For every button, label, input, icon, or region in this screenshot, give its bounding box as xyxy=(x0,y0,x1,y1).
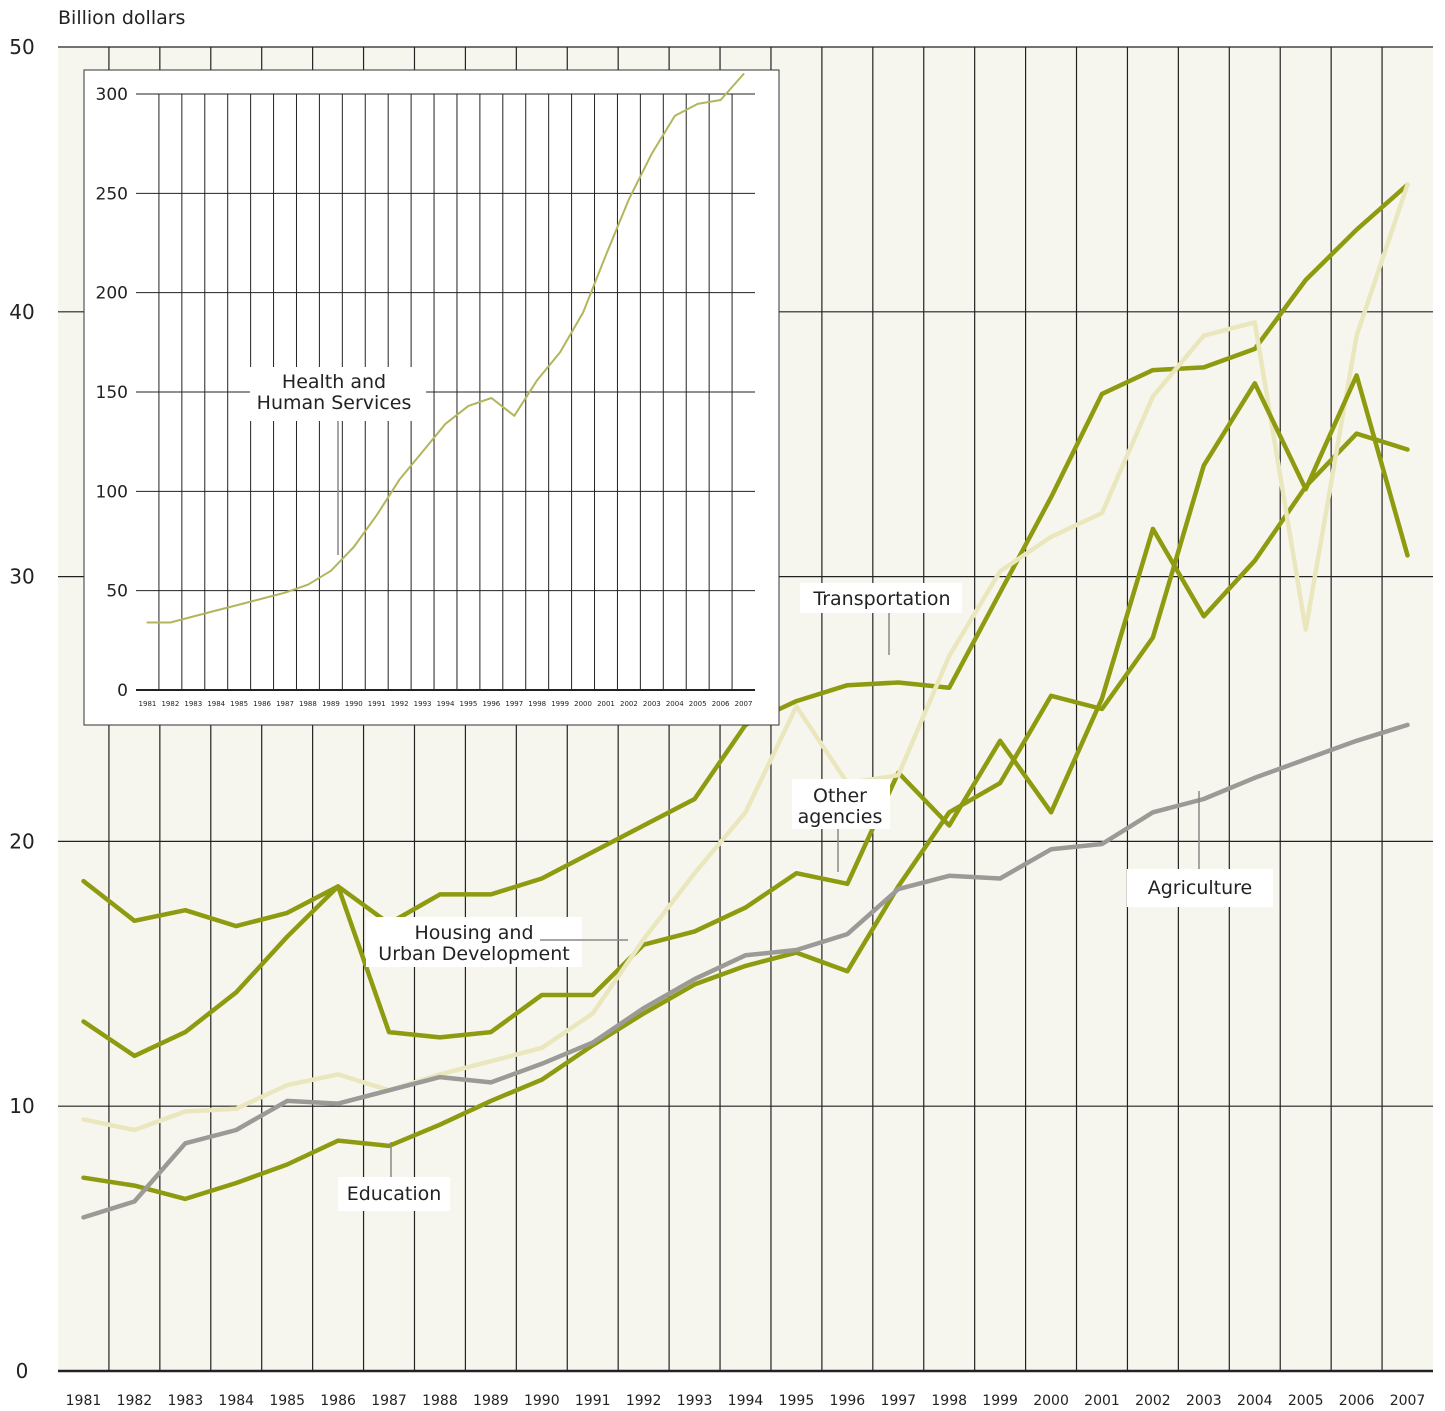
inset-chart: 0 50 100 150 200 250 300 1981 1982 1983 1984 1985 19… xyxy=(83,69,780,726)
x-tick-label: 2001 xyxy=(1084,1393,1120,1409)
inset-x-tick-label: 1991 xyxy=(368,700,386,708)
series-line-agriculture xyxy=(81,722,1410,1220)
x-tick-label: 1991 xyxy=(575,1393,611,1409)
inset-x-tick-label: 2007 xyxy=(735,700,753,708)
x-tick-label: 2005 xyxy=(1288,1393,1324,1409)
inset-x-tick-label: 1992 xyxy=(391,700,409,708)
x-tick-label: 1989 xyxy=(473,1393,509,1409)
label-hhs-line2: Human Services xyxy=(257,392,412,414)
series-line-education xyxy=(81,373,1410,1202)
x-tick-label: 2003 xyxy=(1186,1393,1222,1409)
inset-series-line-health-and-human-services xyxy=(146,73,745,624)
y-tick-label: 30 xyxy=(9,565,34,589)
x-tick-label: 1998 xyxy=(931,1393,967,1409)
x-tick-label: 2004 xyxy=(1237,1393,1273,1409)
x-tick-label: 1999 xyxy=(982,1393,1018,1409)
inset-x-tick-label: 2005 xyxy=(689,700,707,708)
x-tick-label: 1981 xyxy=(66,1393,102,1409)
x-tick-label: 1984 xyxy=(218,1393,254,1409)
inset-y-tick-label: 0 xyxy=(117,681,128,701)
x-tick-label: 1982 xyxy=(117,1393,153,1409)
inset-x-tick-label: 1993 xyxy=(414,700,432,708)
x-tick-label: 2007 xyxy=(1390,1393,1426,1409)
label-hhs-line1: Health and xyxy=(282,371,386,393)
inset-x-tick-label: 1990 xyxy=(345,700,363,708)
label-agriculture: Agriculture xyxy=(1148,877,1253,899)
y-tick-label: 20 xyxy=(9,829,34,853)
label-housing-line2: Urban Development xyxy=(378,943,569,965)
inset-x-tick-label: 1994 xyxy=(437,700,455,708)
label-other-line2: agencies xyxy=(798,806,883,828)
inset-y-tick-label: 200 xyxy=(96,284,128,304)
inset-x-tick-label: 1996 xyxy=(482,700,500,708)
inset-x-tick-label: 1989 xyxy=(322,700,340,708)
y-tick-label: 50 xyxy=(9,35,34,59)
x-tick-label: 1987 xyxy=(371,1393,407,1409)
inset-x-tick-label: 1983 xyxy=(184,700,202,708)
inset-series xyxy=(146,73,745,624)
y-tick-label: 40 xyxy=(9,300,34,324)
inset-x-tick-label: 2003 xyxy=(643,700,661,708)
x-tick-label: 1992 xyxy=(626,1393,662,1409)
label-transportation: Transportation xyxy=(812,588,950,610)
inset-x-tick-label: 2001 xyxy=(597,700,615,708)
label-housing-line1: Housing and xyxy=(414,922,533,944)
x-tick-label: 2000 xyxy=(1033,1393,1069,1409)
inset-y-tick-label: 50 xyxy=(106,582,128,602)
x-tick-label: 1986 xyxy=(320,1393,356,1409)
inset-x-tick-label: 1997 xyxy=(505,700,523,708)
x-tick-label: 1990 xyxy=(524,1393,560,1409)
inset-x-tick-label: 2004 xyxy=(666,700,684,708)
inset-y-tick-label: 250 xyxy=(96,184,128,204)
x-tick-label: 2002 xyxy=(1135,1393,1171,1409)
inset-x-tick-label: 2002 xyxy=(620,700,638,708)
inset-x-tick-label: 2000 xyxy=(574,700,592,708)
inset-x-tick-label: 2006 xyxy=(712,700,730,708)
inset-x-tick-label: 1981 xyxy=(139,700,157,708)
inset-x-tick-label: 1998 xyxy=(528,700,546,708)
inset-x-tick-label: 1982 xyxy=(161,700,179,708)
main-series xyxy=(81,182,1410,1220)
y-axis-title: Billion dollars xyxy=(58,7,185,29)
x-tick-label: 1983 xyxy=(167,1393,203,1409)
label-education: Education xyxy=(347,1183,442,1205)
x-tick-label: 1985 xyxy=(269,1393,305,1409)
x-tick-label: 1997 xyxy=(880,1393,916,1409)
inset-x-tick-label: 1988 xyxy=(299,700,317,708)
inset-x-tick-label: 1999 xyxy=(551,700,569,708)
y-tick-label: 10 xyxy=(9,1094,34,1118)
inset-y-tick-label: 300 xyxy=(96,85,128,105)
y-tick-label: 0 xyxy=(16,1359,29,1383)
x-tick-label: 1995 xyxy=(779,1393,815,1409)
x-tick-label: 1996 xyxy=(830,1393,866,1409)
main-labels: Billion dollars Transportation Housing a… xyxy=(58,7,1273,1211)
series-line-housing-and-urban-development xyxy=(81,431,1410,1059)
x-tick-label: 1994 xyxy=(728,1393,764,1409)
inset-grid: 0 50 100 150 200 250 300 1981 1982 1983 1984 1985 19… xyxy=(96,85,755,708)
series-line-other-agencies xyxy=(81,182,1410,1133)
x-tick-label: 2006 xyxy=(1339,1393,1375,1409)
inset-x-tick-label: 1987 xyxy=(276,700,294,708)
inset-y-tick-label: 150 xyxy=(96,383,128,403)
inset-x-tick-label: 1986 xyxy=(253,700,271,708)
inset-x-tick-label: 1995 xyxy=(460,700,478,708)
x-tick-label: 1993 xyxy=(677,1393,713,1409)
label-other-line1: Other xyxy=(813,785,867,807)
inset-x-tick-label: 1985 xyxy=(230,700,248,708)
x-tick-label: 1988 xyxy=(422,1393,458,1409)
inset-x-tick-label: 1984 xyxy=(207,700,225,708)
inset-y-tick-label: 100 xyxy=(96,482,128,502)
